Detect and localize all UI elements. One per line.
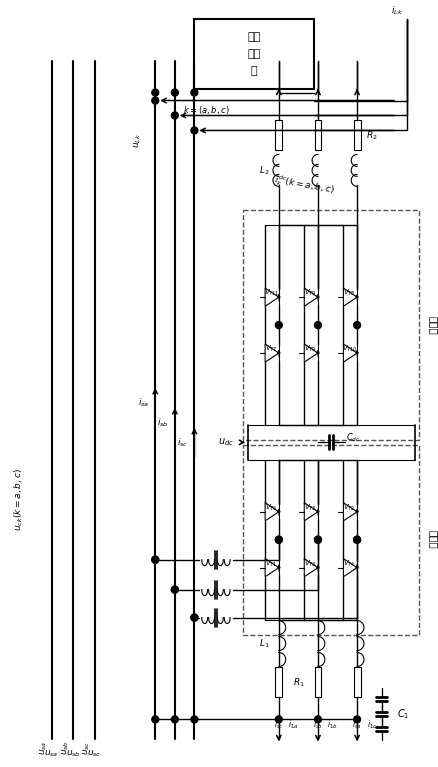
Text: $u_{sc}$: $u_{sc}$ (81, 740, 92, 755)
Text: $V_{T5}$: $V_{T5}$ (265, 502, 278, 512)
Text: 非线: 非线 (247, 31, 261, 41)
Circle shape (152, 97, 159, 104)
Circle shape (191, 89, 198, 96)
Text: $V_{T7}$: $V_{T7}$ (265, 344, 278, 354)
Circle shape (152, 716, 159, 723)
Circle shape (152, 556, 159, 563)
Circle shape (353, 536, 360, 543)
Circle shape (276, 536, 282, 543)
Circle shape (314, 536, 321, 543)
Circle shape (314, 321, 321, 328)
Circle shape (191, 614, 198, 621)
Circle shape (276, 536, 282, 543)
Circle shape (171, 586, 178, 593)
Circle shape (191, 716, 198, 723)
Circle shape (353, 321, 360, 328)
Text: $u_{sa}$: $u_{sa}$ (44, 748, 59, 759)
Text: $i_{sb}$: $i_{sb}$ (157, 416, 169, 429)
Bar (314, 667, 321, 697)
Text: $V_{T3}$: $V_{T3}$ (304, 502, 317, 512)
Text: $i_{sc}$: $i_{sc}$ (177, 436, 188, 449)
Text: $u_{Lk}$: $u_{Lk}$ (132, 133, 143, 148)
Bar (353, 120, 360, 150)
Text: $u_{sc}$: $u_{sc}$ (88, 748, 102, 759)
Circle shape (191, 127, 198, 134)
Text: $i_k^{dc}(k=a,b,c)$: $i_k^{dc}(k=a,b,c)$ (273, 173, 335, 198)
Bar (314, 120, 321, 150)
Circle shape (276, 716, 282, 723)
Text: $R_2$: $R_2$ (366, 129, 378, 142)
Text: $i_{1a}$: $i_{1a}$ (288, 718, 299, 731)
Text: $L_1$: $L_1$ (259, 637, 269, 650)
Text: 串联侧: 串联侧 (428, 530, 438, 549)
Text: $V_{T4}$: $V_{T4}$ (343, 558, 356, 568)
Circle shape (314, 536, 321, 543)
Text: 性负: 性负 (247, 48, 261, 58)
Bar (244, 210, 420, 440)
Text: $V_{T2}$: $V_{T2}$ (343, 502, 356, 512)
Circle shape (314, 716, 321, 723)
Text: $L_2$: $L_2$ (259, 164, 269, 176)
Circle shape (171, 112, 178, 119)
Circle shape (353, 536, 360, 543)
Bar (276, 667, 282, 697)
Text: $V_{T9}$: $V_{T9}$ (304, 288, 317, 298)
Text: $u_{sb}$: $u_{sb}$ (60, 740, 71, 755)
Text: $C_1$: $C_1$ (397, 707, 409, 721)
Text: $i_{sa}$: $i_{sa}$ (138, 397, 149, 409)
Text: $V_{T11}$: $V_{T11}$ (264, 288, 279, 298)
Circle shape (152, 89, 159, 96)
Text: $i_{1c}$: $i_{1c}$ (367, 718, 377, 731)
Bar (244, 445, 420, 634)
Text: $V_{T9}$: $V_{T9}$ (304, 344, 317, 354)
Text: 载: 载 (251, 65, 258, 76)
Text: $V_{T10}$: $V_{T10}$ (342, 344, 357, 354)
Bar (276, 120, 282, 150)
Text: $i_{sb}$: $i_{sb}$ (313, 718, 323, 731)
Text: $i_{sa}$: $i_{sa}$ (352, 718, 362, 731)
Circle shape (171, 89, 178, 96)
Circle shape (353, 716, 360, 723)
Text: $i_{sc}$: $i_{sc}$ (274, 718, 284, 731)
Text: $V_{T1}$: $V_{T1}$ (265, 558, 278, 568)
Text: $u_{ck}(k=a,b,c)$: $u_{ck}(k=a,b,c)$ (12, 469, 25, 532)
Text: $i_{1b}$: $i_{1b}$ (327, 718, 338, 731)
Bar (353, 667, 360, 697)
Circle shape (276, 321, 282, 328)
Circle shape (152, 556, 159, 563)
Text: $u_{dc}$: $u_{dc}$ (218, 436, 234, 448)
Text: $V_{T8}$: $V_{T8}$ (343, 288, 356, 298)
Text: $i_{Lk}$: $i_{Lk}$ (391, 5, 403, 17)
Text: $u_{sa}$: $u_{sa}$ (39, 740, 49, 755)
Text: $R_1$: $R_1$ (293, 676, 304, 689)
Circle shape (191, 614, 198, 621)
Text: $C_{dc}$: $C_{dc}$ (346, 431, 360, 443)
Text: $u_{sb}$: $u_{sb}$ (66, 748, 81, 759)
Circle shape (171, 716, 178, 723)
Text: $V_{T3}$: $V_{T3}$ (304, 558, 317, 568)
Text: 并联侧: 并联侧 (428, 316, 438, 334)
Bar (194, 18, 314, 88)
Text: $k=(a,b,c)$: $k=(a,b,c)$ (183, 104, 230, 117)
Circle shape (171, 586, 178, 593)
